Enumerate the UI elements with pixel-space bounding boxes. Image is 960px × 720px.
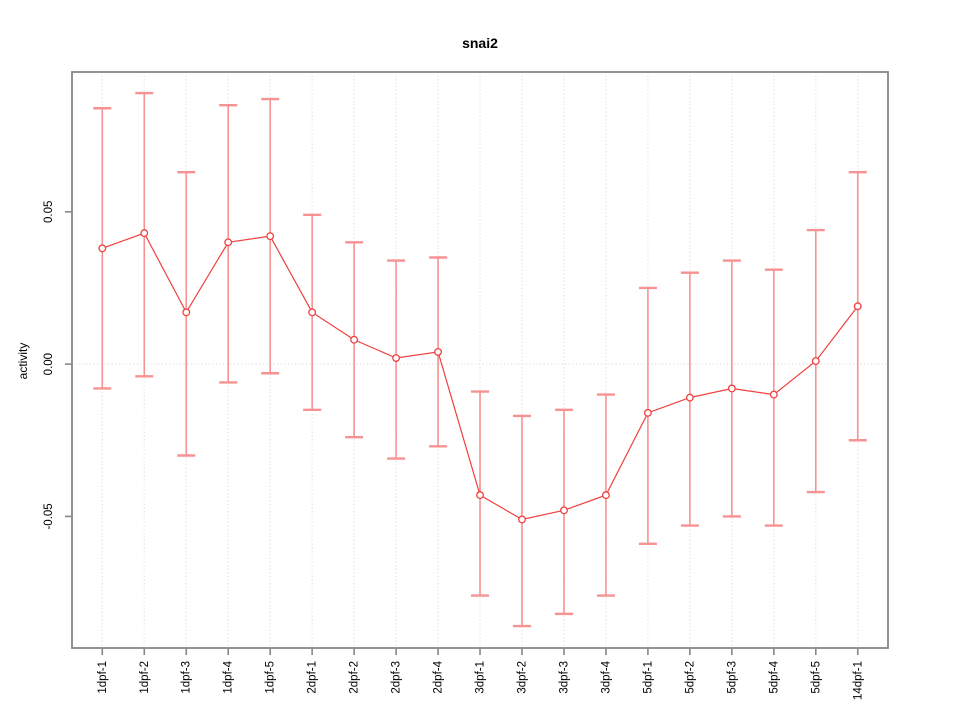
data-point — [182, 308, 191, 317]
x-tick-label: 5dpf-4 — [768, 660, 780, 693]
data-point — [434, 347, 443, 356]
x-tick-label: 3dpf-2 — [517, 661, 529, 694]
y-axis-label: activity — [16, 343, 30, 380]
data-point — [98, 244, 107, 253]
y-tick-label: 0.05 — [43, 201, 55, 223]
data-point — [140, 229, 149, 238]
x-tick-label: 3dpf-4 — [600, 660, 612, 693]
y-tick-label: -0.05 — [43, 503, 55, 529]
x-tick-label: 5dpf-2 — [684, 661, 696, 694]
x-tick-label: 2dpf-2 — [349, 661, 361, 694]
x-tick-label: 2dpf-3 — [391, 661, 403, 694]
y-tick-label: 0.00 — [43, 353, 55, 375]
data-point — [392, 354, 401, 362]
data-point — [560, 506, 568, 515]
data-point — [811, 357, 820, 366]
x-tick-label: 5dpf-3 — [726, 661, 738, 694]
data-point — [266, 232, 275, 241]
data-point — [308, 308, 317, 317]
x-tick-label: 1dpf-3 — [181, 661, 193, 694]
plot-area: 1dpf-1 1dpf-2 1dpf-3 1dpf-4 1dpf-5 2dpf-1 2dpf… — [43, 71, 889, 700]
data-point — [853, 302, 862, 311]
data-point — [685, 393, 694, 402]
x-tick-label: 5dpf-5 — [810, 661, 822, 694]
data-point — [727, 384, 736, 393]
data-point — [769, 390, 778, 399]
x-tick-label: 14dpf-1 — [852, 661, 864, 700]
x-tick-label: 2dpf-1 — [307, 661, 319, 694]
x-tick-label: 3dpf-3 — [558, 661, 570, 694]
data-point — [224, 238, 233, 247]
x-tick-label: 1dpf-2 — [139, 661, 151, 694]
data-point — [350, 335, 359, 344]
x-tick-label: 5dpf-1 — [642, 661, 654, 694]
x-tick-label: 2dpf-4 — [433, 660, 445, 693]
data-point — [601, 491, 610, 500]
x-tick-label: 3dpf-1 — [475, 661, 487, 694]
chart-title: snai2 — [462, 35, 498, 51]
x-tick-label: 1dpf-4 — [223, 660, 235, 693]
data-point — [476, 491, 484, 500]
x-tick-label: 1dpf-5 — [265, 661, 277, 694]
x-tick-label: 1dpf-1 — [97, 661, 109, 694]
data-point — [518, 515, 526, 524]
data-point — [643, 408, 652, 417]
